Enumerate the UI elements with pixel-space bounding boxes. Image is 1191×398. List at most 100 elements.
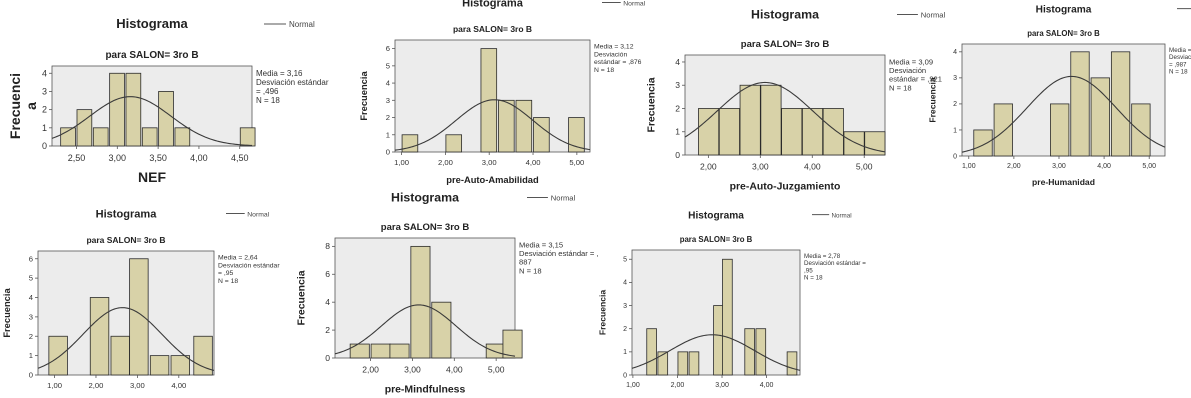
y-tick-label: 5 <box>29 274 33 283</box>
x-tick-label: 5,00 <box>1142 163 1156 170</box>
histogram-bar <box>688 351 700 376</box>
histogram-svg: Histograma para SALON= 3ro B Normal 0 1 2 3 4 2,… <box>7 16 329 185</box>
y-tick-label: 2 <box>675 103 680 113</box>
stats-line: Media = 3,09 <box>889 58 933 67</box>
x-tick-label: 4,00 <box>760 382 774 389</box>
normal-curve <box>961 75 1166 153</box>
stats-line: Desviación estándar <box>1169 54 1191 61</box>
histogram-bar <box>239 127 256 147</box>
stats-line: Media = 3,28 <box>1169 47 1191 54</box>
histogram-bar <box>786 351 798 376</box>
y-axis-label: Frecuencia <box>646 77 657 132</box>
y-axis-label-group: Frecuencia <box>646 77 657 132</box>
histogram-bar <box>349 343 370 359</box>
chart-subtitle: para SALON= 3ro B <box>453 24 532 34</box>
histogram-panel-3: Histograma para SALON= 3ro B Normal 0 1 2 3 4 2,… <box>630 0 945 195</box>
chart-subtitle: para SALON= 3ro B <box>86 235 165 245</box>
legend-label: Normal <box>247 212 269 219</box>
normal-curve <box>37 307 215 372</box>
histogram-svg: Histograma para SALON= 3ro B Normal 0 1 2 3 4 5 1… <box>598 211 866 398</box>
histogram-bar <box>781 108 803 156</box>
y-axis-label-group: Frecuencia <box>928 77 938 123</box>
x-tick-label: 3,00 <box>404 364 421 374</box>
y-tick-label: 4 <box>42 68 47 78</box>
x-tick-label: 3,00 <box>130 381 145 390</box>
x-tick-label: 4,00 <box>1097 163 1111 170</box>
normal-curve <box>684 81 886 153</box>
chart-title: Histograma <box>688 211 744 222</box>
histogram-bar <box>141 127 158 147</box>
histogram-svg: Histograma para SALON= 3ro B Normal 0 2 4 6 8 2,… <box>296 191 598 396</box>
histogram-bar <box>864 131 886 156</box>
stats-line: 887 <box>519 258 532 267</box>
y-tick-label: 3 <box>623 303 627 310</box>
y-axis-label: Frecuenci <box>7 73 23 139</box>
legend-label: Normal <box>623 1 645 8</box>
histogram-bar <box>193 335 213 376</box>
histogram-panel-2: Histograma para SALON= 3ro B Normal 0 1 2 3 4 5 6… <box>330 0 646 195</box>
legend-label: Normal <box>921 11 946 20</box>
histogram-panel-7: Histograma para SALON= 3ro B Normal 0 1 2 3 4 5 1… <box>598 210 900 398</box>
y-axis-label: Frecuencia <box>598 290 608 336</box>
stats-line: ,95 <box>804 267 813 274</box>
histogram-bar <box>1070 51 1090 157</box>
chart-title: Histograma <box>462 0 524 10</box>
chart-title: Histograma <box>116 16 188 31</box>
y-tick-label: 6 <box>29 254 33 263</box>
y-tick-label: 8 <box>325 241 330 251</box>
x-tick-label: 4,00 <box>171 381 186 390</box>
y-tick-label: 3 <box>29 312 33 321</box>
histogram-bar <box>170 355 190 376</box>
x-tick-label: 2,00 <box>700 161 717 171</box>
x-tick-label: 4,00 <box>526 158 541 167</box>
histogram-bar <box>568 117 585 153</box>
stats-line: Desviación estándar = <box>804 260 866 267</box>
stats-line: N = 18 <box>804 275 823 282</box>
y-tick-label: 2 <box>325 325 330 335</box>
histogram-bar <box>515 99 533 153</box>
histogram-bar <box>1090 77 1110 157</box>
stats-line: N = 18 <box>1169 69 1188 76</box>
histogram-bar <box>370 343 391 359</box>
y-tick-label: 0 <box>953 153 957 160</box>
chart-title: Histograma <box>96 209 158 221</box>
histogram-svg: Histograma para SALON= 3ro B Normal 0 1 2 3 4 5 6… <box>2 209 280 391</box>
y-tick-label: 5 <box>623 257 627 264</box>
histogram-panel-6: Histograma para SALON= 3ro B Normal 0 2 4 6 8 2,… <box>290 191 610 398</box>
x-tick-label: 2,00 <box>671 382 685 389</box>
y-axis-label-group: Frecuencia <box>359 71 369 121</box>
y-tick-label: 3 <box>675 80 680 90</box>
normal-curve <box>394 99 591 151</box>
histogram-svg: Histograma para SALON= 3ro B Normal 0 1 2 3 4 5 6… <box>359 0 646 185</box>
histogram-bar <box>149 355 170 376</box>
stats-line: Desviación <box>594 51 627 58</box>
stats-line: Media = 3,12 <box>594 44 634 51</box>
y-tick-label: 1 <box>42 123 47 133</box>
histogram-bar <box>485 343 506 359</box>
y-tick-label: 4 <box>29 293 34 302</box>
stats-line: N = 18 <box>889 83 912 92</box>
histogram-bar <box>89 297 110 376</box>
y-axis-label: a <box>23 102 39 110</box>
x-tick-label: 3,00 <box>752 161 769 171</box>
chart-title: Histograma <box>391 191 459 205</box>
histogram-bar <box>973 129 993 157</box>
y-axis-label-group: Frecuencia <box>296 270 307 325</box>
histogram-bar <box>739 84 761 156</box>
histogram-bar <box>445 134 463 153</box>
histogram-bar <box>760 84 782 156</box>
x-tick-label: 1,00 <box>962 163 976 170</box>
stats-line: Desviación estándar <box>218 262 280 269</box>
y-tick-label: 2 <box>386 113 390 122</box>
histogram-bar <box>657 351 669 376</box>
histogram-bar <box>76 109 93 147</box>
x-tick-label: 3,00 <box>1052 163 1066 170</box>
y-tick-label: 6 <box>386 44 390 53</box>
chart-subtitle: para SALON= 3ro B <box>741 39 830 50</box>
histogram-bar <box>1131 103 1151 157</box>
x-tick-label: 3,00 <box>482 158 497 167</box>
histogram-bar <box>410 245 431 359</box>
stats-line: estándar = ,876 <box>594 59 642 66</box>
x-tick-label: 2,00 <box>89 381 104 390</box>
